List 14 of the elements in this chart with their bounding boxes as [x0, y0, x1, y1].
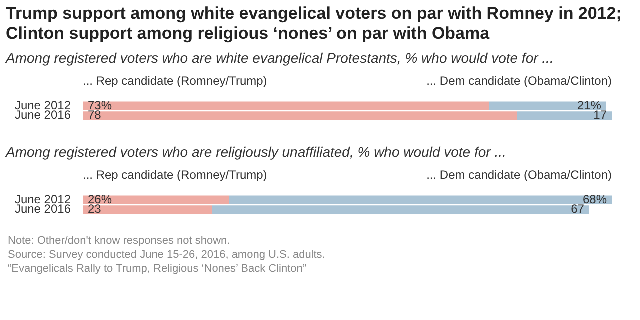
- chart-subtitle: Among registered voters who are white evangelical Protestants, % who would vote for ...: [6, 50, 555, 66]
- source-note: Source: Survey conducted June 15-26, 2016, among U.S. adults.: [8, 248, 326, 262]
- series-label: ... Rep candidate (Romney/Trump): [83, 168, 268, 182]
- chart-subtitle: Among registered voters who are religiously unaffiliated, % who would vote for ...: [6, 144, 508, 160]
- series-label: ... Dem candidate (Obama/Clinton): [426, 168, 612, 182]
- data-label: 68%: [582, 192, 608, 206]
- chart-title: Trump support among white evangelical voters on par with Romney in 2012; Clinton support among religious ‘nones’ on par with Obama: [6, 4, 623, 44]
- text: “Evangelicals Rally to Trump, Religious ‘Nones’ Back Clinton”: [8, 262, 308, 276]
- text: Note: Other/don't know responses not shown.: [8, 234, 232, 248]
- series-label: ... Dem candidate (Obama/Clinton): [426, 74, 612, 88]
- data-label: 67: [571, 202, 585, 216]
- data-label: 78: [88, 108, 102, 122]
- data-label: 23: [88, 202, 102, 216]
- series-label: ... Rep candidate (Romney/Trump): [83, 74, 268, 88]
